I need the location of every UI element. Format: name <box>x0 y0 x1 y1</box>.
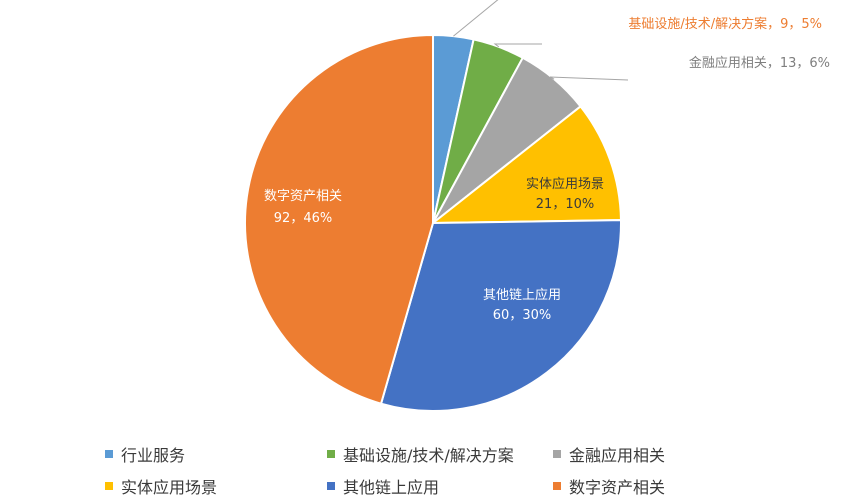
data-label-other-onchain-value: 60，30% <box>493 308 551 323</box>
legend-item-finance: 金融应用相关 <box>553 442 665 466</box>
legend-swatch-industry-services <box>105 450 113 458</box>
legend-swatch-infrastructure <box>327 450 335 458</box>
pie-slice-other-onchain <box>379 219 622 412</box>
leader-line-industry-services <box>453 0 499 37</box>
legend-item-infrastructure: 基础设施/技术/解决方案 <box>327 442 514 466</box>
legend-item-digital-assets: 数字资产相关 <box>553 474 665 498</box>
legend-label-physical-scenarios: 实体应用场景 <box>121 478 218 497</box>
legend: 行业服务 基础设施/技术/解决方案 金融应用相关 实体应用场景 其他链上应用 数… <box>0 436 864 497</box>
legend-label-finance: 金融应用相关 <box>569 446 666 465</box>
data-label-digital-assets-name: 数字资产相关 <box>264 189 342 204</box>
data-label-finance: 金融应用相关，13，6% <box>689 55 830 71</box>
legend-item-physical-scenarios: 实体应用场景 <box>105 474 217 498</box>
leader-line-finance <box>549 76 629 81</box>
legend-swatch-physical-scenarios <box>105 482 113 490</box>
data-label-physical-scenarios-name: 实体应用场景 <box>526 176 604 192</box>
data-label-digital-assets-value: 92，46% <box>274 211 332 226</box>
legend-swatch-digital-assets <box>553 482 561 490</box>
leader-line-infrastructure <box>493 43 542 48</box>
pie-svg: 基础设施/技术/解决方案，9，5% 金融应用相关，13，6% 实体应用场景 21，10… <box>244 0 830 412</box>
pie-slice-physical-scenarios <box>430 105 622 225</box>
legend-label-digital-assets: 数字资产相关 <box>569 478 666 497</box>
data-label-infrastructure: 基础设施/技术/解决方案，9，5% <box>628 16 822 32</box>
legend-item-other-onchain: 其他链上应用 <box>327 474 439 498</box>
legend-label-other-onchain: 其他链上应用 <box>343 478 440 497</box>
legend-label-industry-services: 行业服务 <box>121 446 186 465</box>
legend-label-infrastructure: 基础设施/技术/解决方案 <box>343 446 514 465</box>
data-label-other-onchain-name: 其他链上应用 <box>483 287 561 303</box>
legend-item-industry-services: 行业服务 <box>105 442 185 466</box>
legend-swatch-other-onchain <box>327 482 335 490</box>
pie-slice-digital-assets <box>244 33 434 405</box>
legend-swatch-finance <box>553 450 561 458</box>
data-label-physical-scenarios-value: 21，10% <box>536 197 594 212</box>
